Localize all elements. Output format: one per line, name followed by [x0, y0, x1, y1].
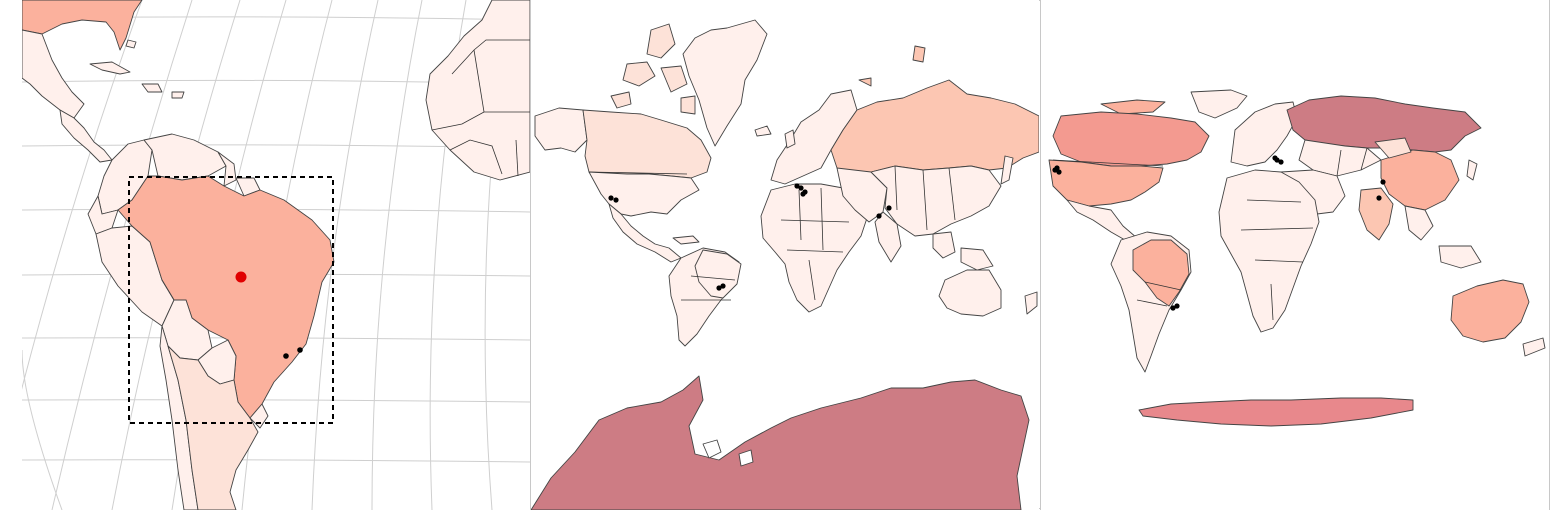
- site-point[interactable]: [1272, 155, 1278, 161]
- borders: [1052, 147, 1368, 321]
- map-panel-south-america[interactable]: [22, 0, 530, 510]
- land-china: [1380, 149, 1460, 211]
- borders: [588, 165, 956, 301]
- land-usa: [1048, 159, 1164, 207]
- map-panel-world-mercator[interactable]: [531, 0, 1039, 510]
- site-point[interactable]: [800, 191, 806, 197]
- panel-separator: [1040, 0, 1041, 510]
- land-west-africa: [425, 0, 530, 181]
- land-australia: [938, 269, 1002, 317]
- land-india: [874, 211, 902, 263]
- land-asia: [870, 165, 1002, 237]
- countries: [531, 19, 1039, 510]
- land-india: [1358, 187, 1394, 241]
- highlight-point[interactable]: [235, 271, 247, 283]
- site-point[interactable]: [608, 195, 614, 201]
- site-point[interactable]: [886, 205, 892, 211]
- site-point[interactable]: [1380, 179, 1386, 185]
- land-australia: [1450, 279, 1530, 343]
- panel-separator: [530, 0, 531, 510]
- land-usa: [588, 171, 700, 217]
- site-point[interactable]: [1278, 159, 1284, 165]
- land-brazil: [694, 249, 742, 299]
- site-point[interactable]: [794, 183, 800, 189]
- site-point[interactable]: [716, 285, 722, 291]
- site-point[interactable]: [876, 213, 882, 219]
- land-canada: [582, 109, 712, 179]
- land-canada: [1052, 111, 1210, 167]
- land-greenland: [1190, 89, 1248, 119]
- site-point[interactable]: [297, 347, 303, 353]
- map-canvas-south-america[interactable]: [22, 0, 530, 510]
- countries: [22, 0, 530, 510]
- site-point[interactable]: [1054, 165, 1060, 171]
- map-canvas-world-mercator[interactable]: [531, 0, 1039, 510]
- land-venezuela: [143, 133, 227, 181]
- land-argentina: [167, 345, 259, 510]
- site-point[interactable]: [1174, 303, 1180, 309]
- extent-box: [128, 176, 334, 424]
- land-greenland: [682, 19, 768, 147]
- map-panel-world-pseudocylindrical[interactable]: [1041, 0, 1549, 510]
- map-canvas-world-pseudocylindrical[interactable]: [1041, 0, 1549, 510]
- land-canada-islands: [610, 23, 696, 115]
- land-europe: [770, 89, 858, 185]
- site-point[interactable]: [720, 283, 726, 289]
- land-africa: [1218, 169, 1320, 333]
- site-point[interactable]: [613, 197, 619, 203]
- land-alaska: [534, 107, 588, 153]
- borders: [431, 39, 530, 177]
- site-point[interactable]: [1056, 169, 1062, 175]
- site-point[interactable]: [798, 185, 804, 191]
- land-mexico: [22, 29, 85, 119]
- land-antarctica: [531, 375, 1030, 510]
- site-point[interactable]: [1170, 305, 1176, 311]
- site-point[interactable]: [283, 353, 289, 359]
- countries: [1048, 89, 1546, 427]
- land-brazil: [1132, 239, 1190, 307]
- land-antarctica: [1138, 397, 1414, 427]
- site-point[interactable]: [1376, 195, 1382, 201]
- land-europe: [1230, 101, 1298, 167]
